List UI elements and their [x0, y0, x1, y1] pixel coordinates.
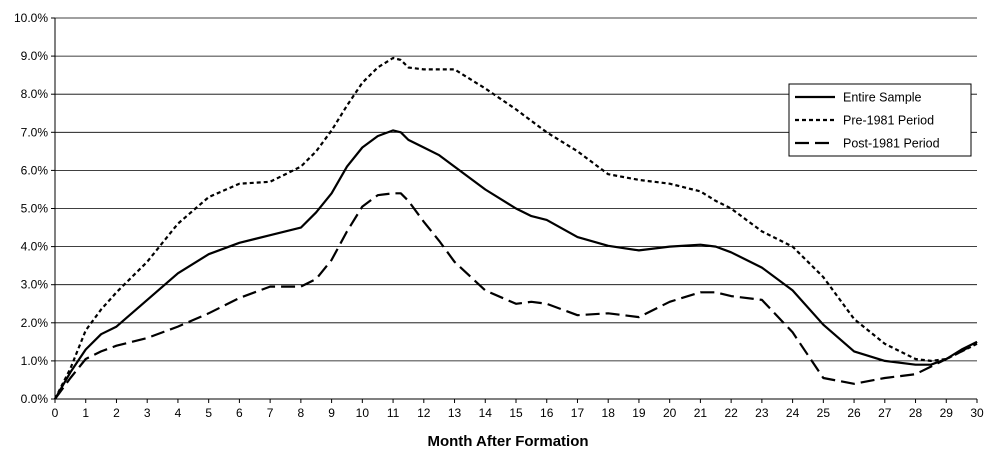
x-tick-label: 3: [144, 406, 151, 420]
series-line-post-1981-period: [54, 192, 978, 400]
legend: Entire Sample Pre-1981 Period Post-1981 Pe…: [788, 83, 972, 157]
x-tick-label: 5: [205, 406, 212, 420]
x-tick-label: 11: [387, 406, 400, 420]
x-tick-label: 4: [175, 406, 182, 420]
x-tick-label: 28: [909, 406, 923, 420]
x-tick-label: 0: [52, 406, 59, 420]
gridlines: [55, 17, 977, 362]
x-tick-label: 18: [602, 406, 616, 420]
y-tick-label: 4.0%: [21, 240, 49, 254]
x-tick-label: 29: [940, 406, 954, 420]
y-tick-label: 3.0%: [21, 278, 49, 292]
x-tick-label: 6: [236, 406, 243, 420]
x-tick-label: 2: [113, 406, 120, 420]
series-line-pre-1981-period: [54, 56, 978, 400]
x-tick-label: 23: [755, 406, 769, 420]
x-axis-title: Month After Formation: [427, 433, 588, 450]
y-tick-label: 5.0%: [21, 202, 49, 216]
y-tick-label: 1.0%: [21, 354, 49, 368]
x-tick-label: 13: [448, 406, 462, 420]
x-tick-label: 1: [82, 406, 89, 420]
x-tick-label: 22: [724, 406, 738, 420]
y-tick-label: 10.0%: [14, 11, 48, 25]
y-tick-label: 9.0%: [21, 49, 49, 63]
x-tick-label: 9: [328, 406, 335, 420]
legend-label: Pre-1981 Period: [843, 114, 934, 128]
legend-label: Entire Sample: [843, 91, 922, 105]
x-tick-label: 30: [970, 406, 984, 420]
x-tick-label: 21: [694, 406, 708, 420]
y-tick-label: 7.0%: [21, 125, 49, 139]
x-tick-label: 12: [417, 406, 431, 420]
series-lines: [54, 56, 978, 400]
x-tick-label: 14: [479, 406, 493, 420]
y-tick-label: 8.0%: [21, 87, 49, 101]
x-tick-label: 16: [540, 406, 554, 420]
x-tick-label: 20: [663, 406, 677, 420]
x-tick-label: 25: [817, 406, 831, 420]
y-tick-label: 2.0%: [21, 316, 49, 330]
legend-label: Post-1981 Period: [843, 137, 940, 151]
axes: 0.0% 1.0% 2.0% 3.0% 4.0% 5.0% 6.0% 7.0% 8.0% 9.0%…: [14, 11, 984, 420]
x-tick-label: 19: [632, 406, 646, 420]
x-tick-label: 27: [878, 406, 892, 420]
x-tick-label: 10: [356, 406, 370, 420]
x-tick-label: 8: [298, 406, 305, 420]
y-tick-label: 6.0%: [21, 163, 49, 177]
x-tick-label: 24: [786, 406, 800, 420]
x-tick-label: 26: [847, 406, 861, 420]
x-tick-label: 7: [267, 406, 274, 420]
series-line-entire-sample: [54, 129, 978, 400]
y-tick-label: 0.0%: [21, 392, 49, 406]
x-tick-label: 17: [571, 406, 585, 420]
x-tick-label: 15: [509, 406, 523, 420]
